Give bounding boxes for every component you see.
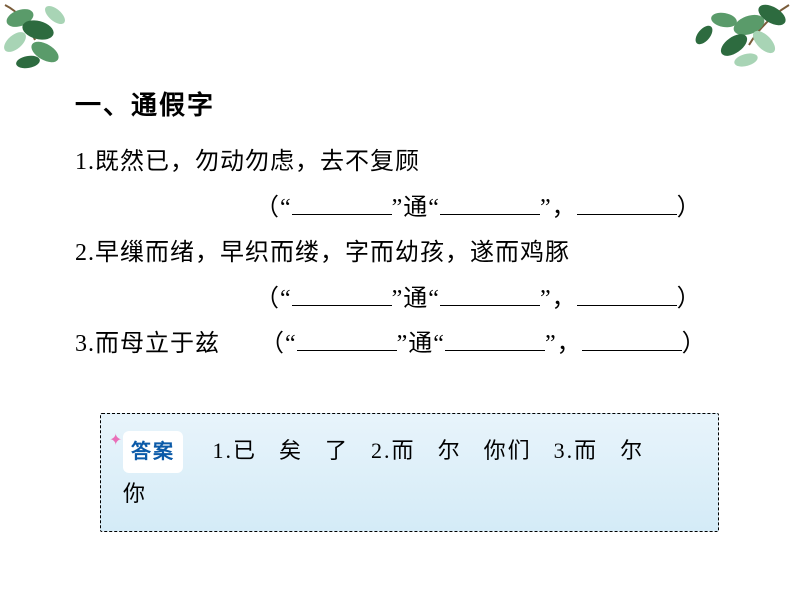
answer-label: 答案 xyxy=(123,431,183,473)
blank-input[interactable] xyxy=(582,325,682,351)
main-content: 一、通假字 1.既然已，勿动勿虑，去不复顾 （“ ”通“ ”， ） 2.早缫而绪，早织… xyxy=(0,0,794,388)
answer-line2: 你 xyxy=(123,481,147,506)
section-title: 一、通假字 xyxy=(75,85,719,122)
blank-input[interactable] xyxy=(577,279,677,305)
paren-close: ） xyxy=(677,195,702,221)
item-number: 1. xyxy=(75,149,95,175)
answer-part: 3.而 xyxy=(554,438,599,463)
answer-part: 了 xyxy=(325,438,349,463)
exercise-item-1-blanks: （“ ”通“ ”， ） xyxy=(75,186,719,232)
blank-input[interactable] xyxy=(445,325,545,351)
paren-close: ） xyxy=(677,286,702,312)
answer-part: 矣 xyxy=(279,438,303,463)
answer-part: 你们 xyxy=(484,438,532,463)
mid-text: ”， xyxy=(540,195,577,221)
blank-input[interactable] xyxy=(577,188,677,214)
item-number: 3. xyxy=(75,331,95,357)
exercise-item-2-blanks: （“ ”通“ ”， ） xyxy=(75,277,719,323)
answer-part: 尔 xyxy=(438,438,462,463)
mid-text: ”通“ xyxy=(392,195,440,221)
blank-input[interactable] xyxy=(297,325,397,351)
paren-open: （“ xyxy=(255,286,292,312)
item-text: 而母立于兹 xyxy=(95,331,220,357)
paren-open: （“ xyxy=(260,331,297,357)
paren-open: （“ xyxy=(255,195,292,221)
blank-input[interactable] xyxy=(292,279,392,305)
mid-text: ”， xyxy=(545,331,582,357)
answer-part: 尔 xyxy=(620,438,644,463)
answer-content: ✦ 答案 1.已矣了2.而尔你们3.而尔 你 xyxy=(123,430,696,515)
blank-input[interactable] xyxy=(440,279,540,305)
answer-part: 2.而 xyxy=(371,438,416,463)
mid-text: ”通“ xyxy=(397,331,445,357)
mid-text: ”， xyxy=(540,286,577,312)
item-text: 既然已，勿动勿虑，去不复顾 xyxy=(95,149,420,175)
blank-input[interactable] xyxy=(440,188,540,214)
answer-box: ✦ 答案 1.已矣了2.而尔你们3.而尔 你 xyxy=(100,413,719,532)
item-text: 早缫而绪，早织而缕，字而幼孩，遂而鸡豚 xyxy=(95,240,570,266)
mid-text: ”通“ xyxy=(392,286,440,312)
paren-close: ） xyxy=(682,331,707,357)
blank-input[interactable] xyxy=(292,188,392,214)
answer-part: 1.已 xyxy=(213,438,258,463)
exercise-item-1: 1.既然已，勿动勿虑，去不复顾 xyxy=(75,140,719,186)
exercise-item-3: 3.而母立于兹 （“ ”通“ ”， ） xyxy=(75,322,719,368)
exercise-item-2: 2.早缫而绪，早织而缕，字而幼孩，遂而鸡豚 xyxy=(75,231,719,277)
item-number: 2. xyxy=(75,240,95,266)
